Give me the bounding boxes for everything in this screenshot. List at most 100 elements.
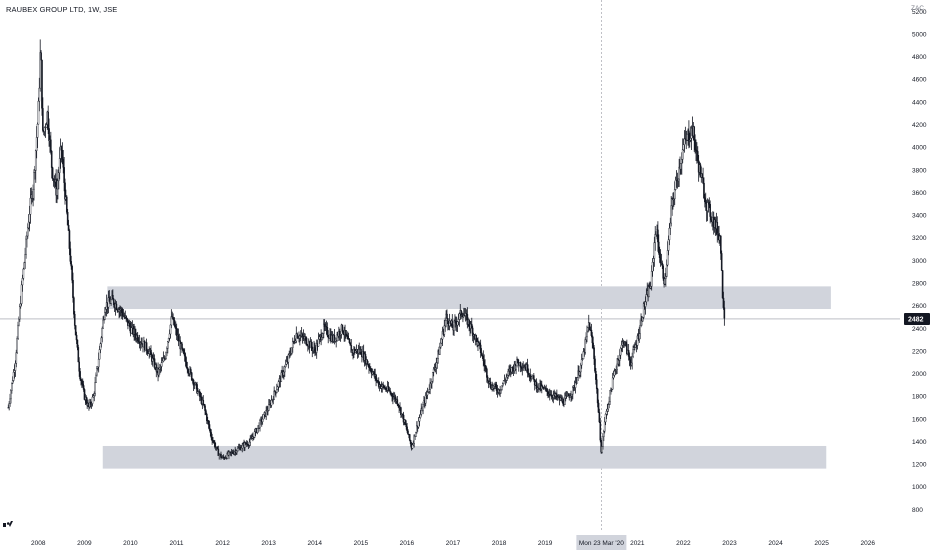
- candle-body: [187, 368, 189, 373]
- candle-body: [696, 151, 699, 161]
- candle-body: [50, 139, 52, 152]
- year-tick-label: 2018: [492, 540, 507, 547]
- candle-body: [634, 347, 636, 349]
- candle-body: [446, 313, 448, 319]
- candle-body: [653, 242, 656, 259]
- year-tick-label: 2017: [446, 540, 461, 547]
- candle-body: [651, 262, 654, 272]
- candle-body: [259, 420, 261, 429]
- tradingview-logo-icon[interactable]: [2, 518, 14, 530]
- candle-body: [68, 230, 71, 249]
- candle-body: [312, 348, 314, 351]
- zone-2[interactable]: [102, 445, 827, 469]
- candle-body: [535, 381, 538, 390]
- candle-body: [432, 368, 435, 373]
- candle-body: [273, 390, 275, 400]
- year-tick-label: 2008: [31, 540, 46, 547]
- candle-body: [33, 172, 35, 190]
- candle-body: [471, 327, 474, 337]
- candle-body: [562, 399, 564, 405]
- candle-body: [590, 329, 593, 336]
- candle-body: [620, 344, 623, 349]
- candle-body: [85, 397, 88, 403]
- candle-body: [41, 59, 43, 109]
- candle-body: [173, 317, 175, 326]
- price-tag: [904, 312, 930, 325]
- time-axis: 2008 2009 2010 2011 2012 2013 2014 2015 2016 2017…: [31, 535, 875, 550]
- candle-body: [81, 383, 84, 386]
- candle-body: [619, 348, 622, 356]
- candle-body: [417, 420, 420, 428]
- candle-body: [683, 138, 686, 145]
- candle-body: [62, 159, 65, 168]
- candle-body: [167, 341, 169, 349]
- candle-body: [608, 401, 610, 405]
- candle-body: [277, 381, 280, 388]
- candle-body: [609, 390, 611, 403]
- candle-body: [546, 388, 548, 392]
- candle-body: [670, 205, 672, 224]
- candle-body: [400, 407, 402, 415]
- candle-body: [287, 354, 290, 363]
- candle-body: [78, 361, 80, 372]
- candle-body: [360, 348, 362, 355]
- candle-body: [270, 399, 273, 406]
- candle-body: [80, 378, 82, 382]
- candle-body: [440, 338, 443, 344]
- candle-body: [382, 384, 384, 387]
- candle-body: [108, 297, 111, 302]
- candle-body: [385, 387, 387, 390]
- candle-body: [136, 335, 139, 342]
- candle-body: [458, 313, 461, 320]
- candle-body: [198, 391, 201, 397]
- candle-body: [605, 411, 608, 415]
- candle-body: [73, 297, 75, 315]
- support-resistance-zones: [102, 286, 831, 469]
- candle-body: [27, 221, 30, 229]
- price-tick-label: 800: [912, 507, 923, 514]
- candle-body: [58, 172, 60, 182]
- zone-1[interactable]: [107, 286, 831, 310]
- candle-body: [571, 393, 573, 397]
- candle-body: [280, 372, 283, 383]
- candle-body: [470, 323, 473, 329]
- candle-body: [369, 368, 372, 372]
- candle-body: [708, 201, 711, 205]
- candle-body: [19, 306, 21, 320]
- candle-body: [669, 222, 672, 229]
- candle-body: [639, 324, 641, 334]
- candle-body: [186, 367, 189, 370]
- candle-body: [97, 358, 100, 368]
- candle-body: [21, 278, 24, 286]
- candle-body: [216, 446, 219, 450]
- candle-body: [166, 348, 168, 353]
- candle-body: [38, 87, 41, 102]
- candle-body: [444, 320, 446, 327]
- candle-body: [616, 363, 618, 370]
- candle-body: [706, 202, 709, 211]
- candle-body: [564, 397, 566, 405]
- candle-body: [237, 448, 239, 452]
- candle-body: [208, 424, 211, 430]
- candle-body: [75, 334, 78, 341]
- candle-body: [483, 360, 485, 366]
- price-tick-label: 5000: [912, 31, 927, 38]
- candle-body: [468, 319, 470, 326]
- candle-body: [529, 374, 532, 378]
- candle-body: [686, 133, 688, 141]
- candle-body: [150, 349, 152, 355]
- candle-body: [213, 441, 216, 447]
- candle-body: [602, 436, 604, 447]
- candle-body: [587, 327, 589, 332]
- candle-body: [326, 327, 329, 336]
- candle-body: [588, 322, 591, 331]
- candle-body: [204, 405, 206, 411]
- price-tick-label: 3600: [912, 190, 927, 197]
- candle-body: [486, 377, 489, 381]
- candle-body: [18, 318, 20, 326]
- candle-body: [51, 167, 54, 179]
- candle-body: [426, 392, 429, 396]
- candle-body: [345, 330, 347, 336]
- candle-body: [582, 351, 585, 359]
